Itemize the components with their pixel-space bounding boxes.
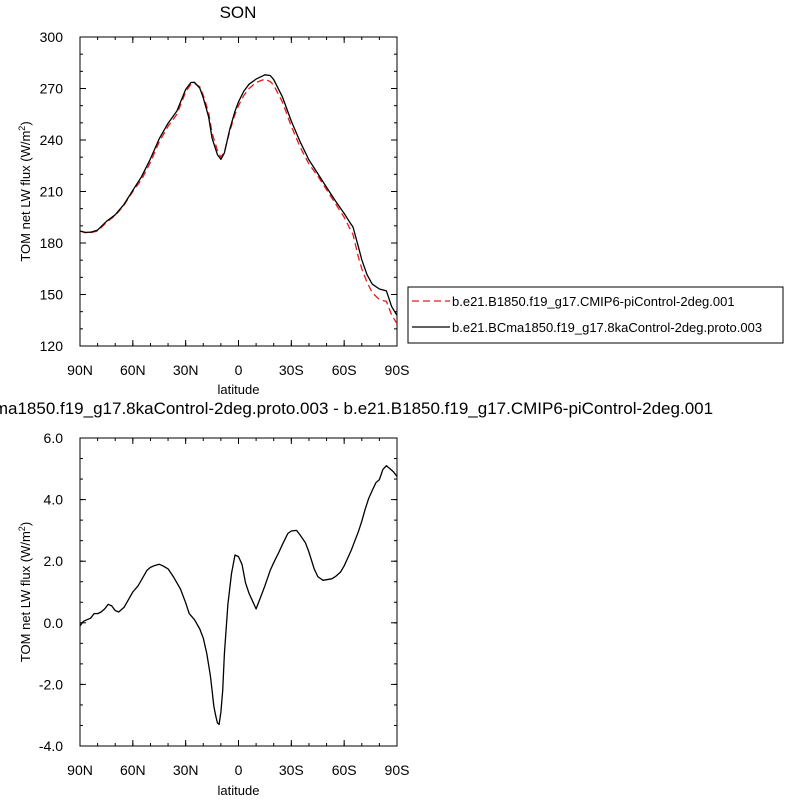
x-tick-label: 60N	[120, 362, 146, 378]
series-line-1	[80, 74, 397, 316]
legend-label: b.e21.BCma1850.f19_g17.8kaControl-2deg.p…	[452, 320, 762, 335]
y-tick-label: -2.0	[39, 676, 63, 692]
x-axis-label: latitude	[218, 783, 260, 798]
bottom-panel: b.e21.BCma1850.f19_g17.8kaControl-2deg.p…	[0, 399, 713, 798]
y-tick-label: 2.0	[44, 553, 64, 569]
legend-box	[407, 286, 784, 344]
y-tick-label: 4.0	[44, 492, 64, 508]
chart-title: b.e21.BCma1850.f19_g17.8kaControl-2deg.p…	[0, 399, 713, 418]
y-tick-label: 180	[40, 235, 64, 251]
x-tick-label: 60N	[120, 762, 146, 778]
x-tick-label: 0	[235, 362, 243, 378]
y-axis-label: TOM net LW flux (W/m2)	[17, 121, 33, 261]
x-tick-label: 30S	[279, 762, 304, 778]
legend-label: b.e21.B1850.f19_g17.CMIP6-piControl-2deg…	[452, 294, 735, 309]
x-tick-label: 30S	[279, 362, 304, 378]
chart-title: SON	[220, 3, 257, 22]
x-tick-label: 90N	[67, 362, 93, 378]
x-tick-label: 90N	[67, 762, 93, 778]
y-tick-label: 150	[40, 287, 64, 303]
y-axis-label: TOM net LW flux (W/m2)	[17, 522, 33, 662]
y-tick-label: 240	[40, 132, 64, 148]
x-tick-label: 60S	[332, 362, 357, 378]
y-tick-label: 120	[40, 338, 64, 354]
x-tick-label: 90S	[385, 362, 410, 378]
y-tick-label: -4.0	[39, 738, 63, 754]
series-line-0	[80, 78, 397, 325]
legend: b.e21.B1850.f19_g17.CMIP6-piControl-2deg…	[407, 286, 784, 344]
y-tick-label: 0.0	[44, 615, 64, 631]
x-tick-label: 60S	[332, 762, 357, 778]
x-tick-label: 90S	[385, 762, 410, 778]
y-tick-label: 6.0	[44, 430, 64, 446]
plot-frame	[79, 36, 398, 347]
x-tick-label: 0	[235, 762, 243, 778]
x-axis-label: latitude	[218, 382, 260, 397]
x-tick-label: 30N	[173, 762, 199, 778]
plot-frame	[79, 437, 398, 747]
series-line-0	[80, 465, 397, 726]
y-tick-label: 300	[40, 29, 64, 45]
x-tick-label: 30N	[173, 362, 199, 378]
y-tick-label: 270	[40, 81, 64, 97]
y-tick-label: 210	[40, 184, 64, 200]
top-panel: SON 90N 60N 30N 0 30S 60S 90S 120 150 180 210 240 270…	[17, 3, 409, 397]
